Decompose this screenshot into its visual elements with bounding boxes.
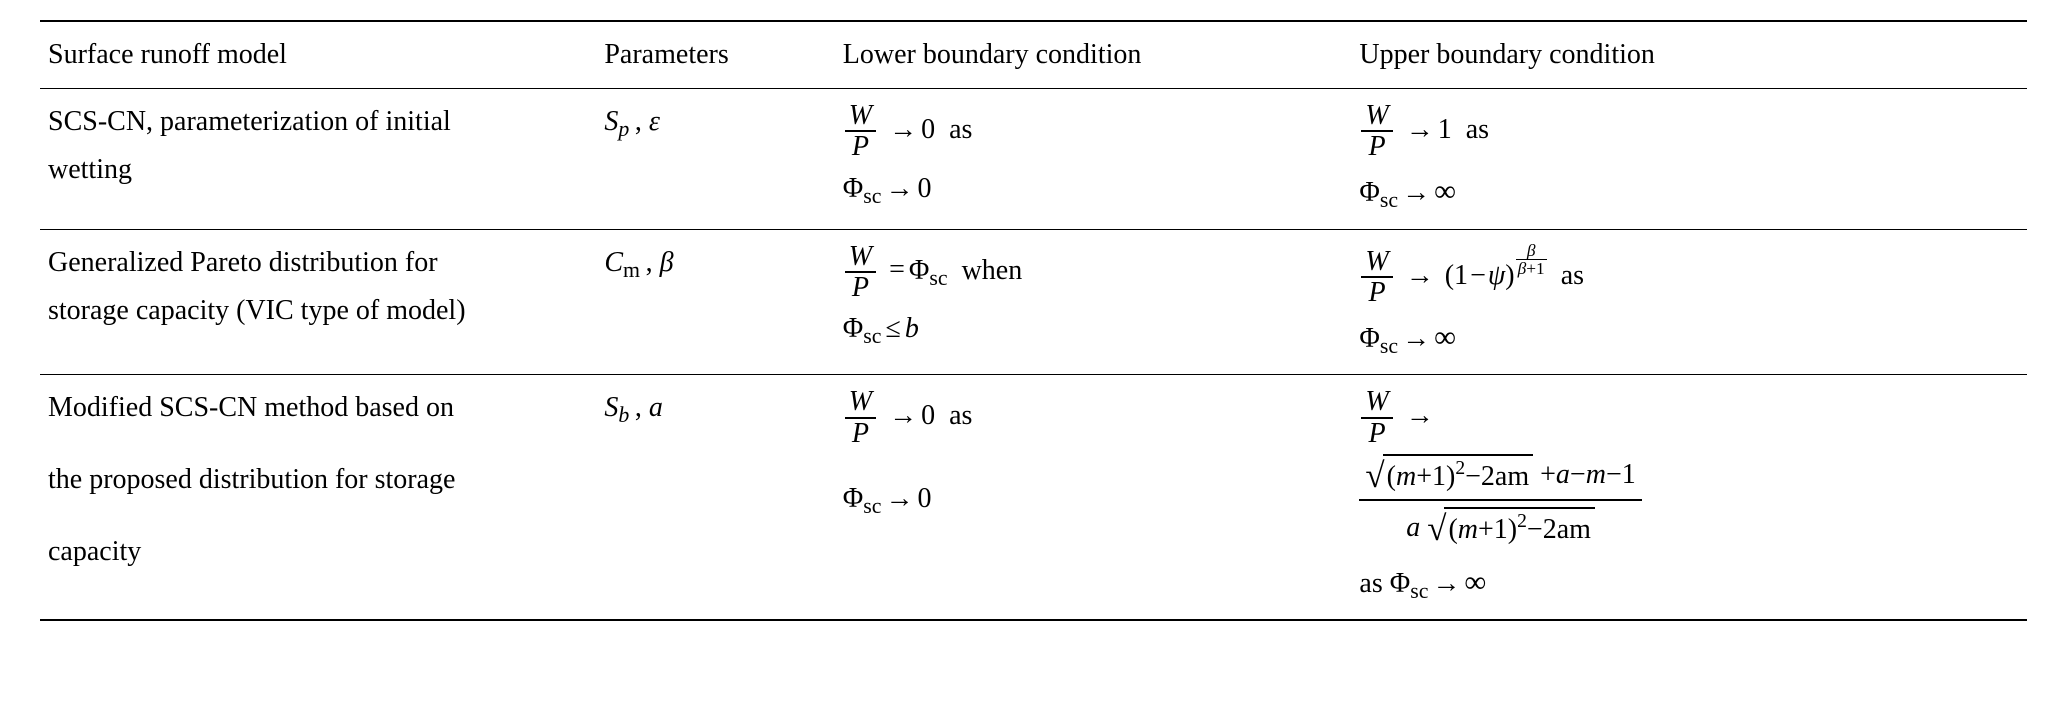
as-text: as — [949, 400, 972, 431]
upper-cell: WP → √ (m+1)2−2am +a−m−1 a √ — [1351, 375, 2027, 620]
table-row: Generalized Pareto distribution for stor… — [40, 229, 2027, 375]
model-text: storage capacity (VIC type of model) — [48, 290, 580, 332]
model-text: the proposed distribution for storage — [48, 459, 580, 501]
params-cell: Sb , a — [596, 375, 834, 620]
col-header-params: Parameters — [596, 21, 834, 89]
lower-cell: WP =Φsc when Φsc≤b — [835, 229, 1352, 375]
model-cell: Modified SCS-CN method based on the prop… — [40, 375, 596, 620]
model-cell: Generalized Pareto distribution for stor… — [40, 229, 596, 375]
model-text: SCS-CN, parameterization of initial — [48, 101, 580, 143]
col-header-upper: Upper boundary condition — [1351, 21, 2027, 89]
model-text: capacity — [48, 531, 580, 573]
col-header-model: Surface runoff model — [40, 21, 596, 89]
params-cell: Cm , β — [596, 229, 834, 375]
model-text: Generalized Pareto distribution for — [48, 242, 580, 284]
col-header-lower: Lower boundary condition — [835, 21, 1352, 89]
params-cell: Sp , ε — [596, 89, 834, 230]
as-text: as — [949, 114, 972, 145]
table-row: SCS-CN, parameterization of initial wett… — [40, 89, 2027, 230]
runoff-models-table: Surface runoff model Parameters Lower bo… — [40, 20, 2027, 621]
table-header-row: Surface runoff model Parameters Lower bo… — [40, 21, 2027, 89]
as-text: as — [1561, 260, 1584, 291]
as-text: as — [1466, 114, 1489, 145]
upper-cell: WP →1 as Φsc→∞ — [1351, 89, 2027, 230]
model-text: Modified SCS-CN method based on — [48, 387, 580, 429]
model-text: wetting — [48, 149, 580, 191]
model-cell: SCS-CN, parameterization of initial wett… — [40, 89, 596, 230]
lower-cell: WP →0 as Φsc→0 — [835, 89, 1352, 230]
as-text: as — [1359, 568, 1382, 599]
lower-cell: WP →0 as Φsc→0 — [835, 375, 1352, 620]
table-row: Modified SCS-CN method based on the prop… — [40, 375, 2027, 620]
upper-cell: WP → (1−ψ)ββ+1 as Φsc→∞ — [1351, 229, 2027, 375]
